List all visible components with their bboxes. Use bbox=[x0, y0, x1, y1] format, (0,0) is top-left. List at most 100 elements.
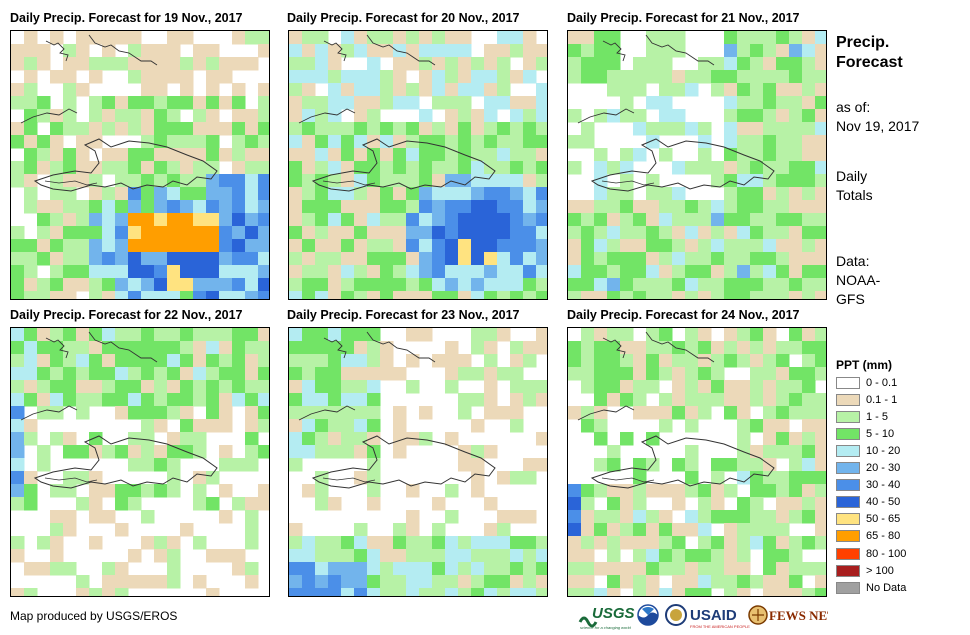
coastline bbox=[311, 138, 496, 192]
precip-cell bbox=[724, 70, 738, 84]
precip-cell bbox=[406, 148, 420, 162]
precip-cell bbox=[102, 57, 116, 71]
precip-cell bbox=[89, 226, 103, 240]
precip-cell bbox=[484, 174, 498, 188]
side-title-line2: Forecast bbox=[836, 54, 903, 71]
precip-cell bbox=[245, 252, 259, 266]
precip-cell bbox=[154, 213, 168, 227]
precip-cell bbox=[50, 367, 64, 381]
precip-cell bbox=[406, 278, 420, 292]
precip-cell bbox=[497, 367, 511, 381]
precip-cell bbox=[484, 239, 498, 253]
panel-title-3: Daily Precip. Forecast for 21 Nov., 2017 bbox=[567, 11, 800, 25]
precip-cell bbox=[315, 278, 329, 292]
precip-cell bbox=[102, 380, 116, 394]
coastline bbox=[366, 331, 436, 363]
precip-cell bbox=[89, 31, 103, 45]
precip-cell bbox=[76, 239, 90, 253]
precip-cell bbox=[620, 200, 634, 214]
precip-cell bbox=[89, 510, 103, 524]
precip-cell bbox=[698, 562, 712, 576]
precip-cell bbox=[750, 265, 764, 279]
precip-cell bbox=[471, 239, 485, 253]
precip-cell bbox=[50, 109, 64, 123]
precip-cell bbox=[315, 135, 329, 149]
precip-cell bbox=[341, 588, 355, 596]
precip-cell bbox=[510, 367, 524, 381]
precip-cell bbox=[128, 458, 142, 472]
precip-cell bbox=[354, 354, 368, 368]
precip-cell bbox=[167, 213, 181, 227]
precip-cell bbox=[698, 354, 712, 368]
precip-cell bbox=[141, 96, 155, 110]
precip-cell bbox=[510, 200, 524, 214]
precip-cell bbox=[802, 341, 816, 355]
precip-cell bbox=[633, 252, 647, 266]
precip-cell bbox=[802, 161, 816, 175]
precip-cell bbox=[776, 484, 790, 498]
precip-cell bbox=[193, 419, 207, 433]
precip-grid-2 bbox=[289, 31, 547, 299]
precip-cell bbox=[302, 187, 316, 201]
precip-cell bbox=[497, 187, 511, 201]
precip-cell bbox=[737, 135, 751, 149]
precip-cell bbox=[659, 213, 673, 227]
precip-cell bbox=[63, 252, 77, 266]
precip-cell bbox=[445, 252, 459, 266]
precip-cell bbox=[789, 57, 803, 71]
precip-cell bbox=[128, 44, 142, 58]
precip-cell bbox=[315, 575, 329, 589]
precip-cell bbox=[393, 445, 407, 459]
precip-cell bbox=[711, 471, 725, 485]
precip-cell bbox=[497, 174, 511, 188]
precip-cell bbox=[232, 380, 246, 394]
precip-cell bbox=[776, 174, 790, 188]
precip-cell bbox=[659, 484, 673, 498]
precip-cell bbox=[328, 265, 342, 279]
precip-cell bbox=[510, 588, 524, 596]
precip-cell bbox=[380, 226, 394, 240]
precip-cell bbox=[193, 187, 207, 201]
precip-cell bbox=[763, 523, 777, 537]
precip-cell bbox=[607, 523, 621, 537]
precip-cell bbox=[167, 575, 181, 589]
precip-cell bbox=[289, 200, 303, 214]
precip-cell bbox=[76, 380, 90, 394]
precip-cell bbox=[380, 367, 394, 381]
precip-cell bbox=[711, 393, 725, 407]
precip-cell bbox=[445, 484, 459, 498]
precip-cell bbox=[24, 471, 38, 485]
legend-swatch bbox=[836, 564, 860, 577]
precip-cell bbox=[789, 252, 803, 266]
precip-cell bbox=[328, 278, 342, 292]
legend-label: 50 - 65 bbox=[866, 513, 901, 526]
precip-cell bbox=[328, 354, 342, 368]
precip-cell bbox=[607, 484, 621, 498]
precip-cell bbox=[471, 252, 485, 266]
precip-cell bbox=[659, 510, 673, 524]
precip-cell bbox=[724, 393, 738, 407]
precip-cell bbox=[315, 70, 329, 84]
precip-cell bbox=[50, 291, 64, 299]
precip-cell bbox=[128, 226, 142, 240]
precip-cell bbox=[659, 187, 673, 201]
precip-cell bbox=[763, 174, 777, 188]
precip-cell bbox=[750, 497, 764, 511]
precip-cell bbox=[763, 187, 777, 201]
precip-cell bbox=[193, 575, 207, 589]
precip-cell bbox=[536, 135, 547, 149]
precip-cell bbox=[815, 341, 826, 355]
precip-cell bbox=[154, 83, 168, 97]
precip-cell bbox=[50, 252, 64, 266]
precip-cell bbox=[776, 265, 790, 279]
legend-item: 0 - 0.1 bbox=[836, 376, 897, 389]
precip-cell bbox=[763, 200, 777, 214]
precip-cell bbox=[633, 510, 647, 524]
precip-cell bbox=[445, 510, 459, 524]
legend-label: > 100 bbox=[866, 564, 894, 577]
precip-cell bbox=[180, 278, 194, 292]
precip-cell bbox=[659, 562, 673, 576]
precip-cell bbox=[607, 265, 621, 279]
precip-cell bbox=[219, 406, 233, 420]
precip-cell bbox=[328, 575, 342, 589]
